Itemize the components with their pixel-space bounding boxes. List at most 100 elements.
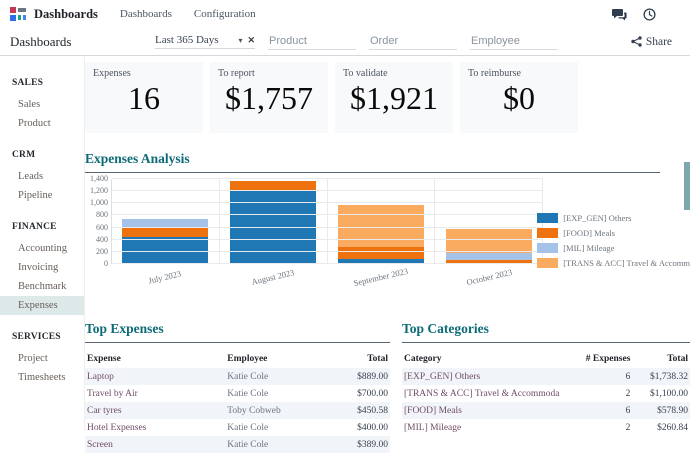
kpi-value: 16: [93, 82, 195, 116]
expense-name-link[interactable]: Travel by Air: [85, 385, 225, 402]
legend-item[interactable]: [FOOD] Meals: [537, 228, 690, 238]
stacked-bar[interactable]: [446, 229, 532, 265]
filter-bar: Last 365 Days ▾ ✕: [155, 28, 558, 55]
y-axis-tick-label: 200: [96, 247, 108, 256]
chart-gridline: 0: [112, 263, 543, 264]
legend-label: [FOOD] Meals: [563, 228, 615, 238]
sidebar-item-product[interactable]: Product: [0, 114, 84, 133]
x-axis-label-text: September 2023: [353, 266, 409, 288]
top-categories-table: Category # Expenses Total [EXP_GEN] Othe…: [402, 350, 690, 436]
sidebar-item-pipeline[interactable]: Pipeline: [0, 186, 84, 205]
chart-gridline: 600: [112, 227, 543, 228]
expense-name-link[interactable]: Laptop: [85, 368, 225, 385]
sidebar-item-timesheets[interactable]: Timesheets: [0, 368, 84, 387]
stacked-bar[interactable]: [122, 219, 208, 264]
col-header-employee[interactable]: Employee: [225, 350, 335, 368]
sidebar-item-sales[interactable]: Sales: [0, 95, 84, 114]
legend-swatch: [537, 213, 558, 223]
date-range-filter[interactable]: Last 365 Days ▾ ✕: [155, 34, 255, 49]
menu-dashboards[interactable]: Dashboards: [120, 8, 172, 20]
legend-item[interactable]: [MIL] Mileage: [537, 243, 690, 253]
category-name-link[interactable]: [EXP_GEN] Others: [402, 368, 569, 385]
kpi-card-expenses[interactable]: Expenses 16: [85, 62, 203, 133]
category-count: 2: [569, 419, 632, 436]
product-filter-input[interactable]: [268, 33, 356, 50]
category-total: $1,100.00: [632, 385, 690, 402]
kpi-card-to-report[interactable]: To report$1,757: [210, 62, 328, 133]
col-header-expense[interactable]: Expense: [85, 350, 225, 368]
expense-name-link[interactable]: Hotel Expenses: [85, 419, 225, 436]
legend-swatch: [537, 228, 558, 238]
top-expenses-title: Top Expenses: [85, 321, 390, 343]
activities-clock-icon[interactable]: [643, 8, 656, 21]
employee-name: Katie Cole: [225, 385, 335, 402]
kpi-card-to-reimburse[interactable]: To reimburse$0: [460, 62, 578, 133]
bar-segment[interactable]: [446, 229, 532, 253]
expense-total: $889.00: [335, 368, 390, 385]
menu-configuration[interactable]: Configuration: [194, 8, 256, 20]
sidebar-item-benchmark[interactable]: Benchmark: [0, 277, 84, 296]
col-header-total[interactable]: Total: [632, 350, 690, 368]
messages-icon[interactable]: [612, 8, 627, 21]
scrollbar-thumb[interactable]: [684, 162, 690, 210]
legend-label: [TRANS & ACC] Travel & Accomm: [563, 258, 690, 268]
y-axis-tick-label: 1,400: [90, 174, 108, 183]
category-name-link[interactable]: [MIL] Mileage: [402, 419, 569, 436]
category-name-link[interactable]: [FOOD] Meals: [402, 402, 569, 419]
kpi-label: To validate: [343, 68, 445, 79]
app-grid-icon[interactable]: [10, 7, 26, 22]
tables-row: Top Expenses Expense Employee Total Lapt…: [85, 321, 690, 453]
control-panel: Dashboards Last 365 Days ▾ ✕ Share: [0, 28, 690, 56]
legend-label: [EXP_GEN] Others: [563, 213, 631, 223]
order-filter-input[interactable]: [369, 33, 457, 50]
employee-name: Katie Cole: [225, 368, 335, 385]
bar-segment[interactable]: [446, 253, 532, 260]
sidebar-item-expenses[interactable]: Expenses: [0, 296, 84, 315]
sidebar-item-invoicing[interactable]: Invoicing: [0, 258, 84, 277]
category-name-link[interactable]: [TRANS & ACC] Travel & Accommoda: [402, 385, 569, 402]
x-axis-label-text: July 2023: [148, 268, 183, 285]
employee-filter-input[interactable]: [470, 33, 558, 50]
sidebar-section-title: CRM: [0, 150, 84, 160]
col-header-total[interactable]: Total: [335, 350, 390, 368]
chart-gridline: 1,200: [112, 190, 543, 191]
chart-gridline: 200: [112, 251, 543, 252]
chart-gridline: 1,000: [112, 202, 543, 203]
app-name[interactable]: Dashboards: [34, 7, 98, 22]
x-axis-label: July 2023: [111, 267, 219, 285]
legend-item[interactable]: [EXP_GEN] Others: [537, 213, 690, 223]
col-header-num-expenses[interactable]: # Expenses: [569, 350, 632, 368]
y-axis-tick-label: 1,200: [90, 186, 108, 195]
legend-item[interactable]: [TRANS & ACC] Travel & Accomm: [537, 258, 690, 268]
kpi-card-to-validate[interactable]: To validate$1,921: [335, 62, 453, 133]
bar-segment[interactable]: [122, 228, 208, 237]
bar-segment[interactable]: [338, 247, 424, 259]
x-axis-label: October 2023: [435, 267, 543, 285]
clear-filter-icon[interactable]: ✕: [247, 35, 255, 46]
y-axis-tick-label: 400: [96, 235, 108, 244]
col-header-category[interactable]: Category: [402, 350, 569, 368]
chevron-down-icon[interactable]: ▾: [238, 36, 242, 45]
sidebar-item-project[interactable]: Project: [0, 349, 84, 368]
kpi-label: Expenses: [93, 68, 195, 79]
x-axis-label: September 2023: [327, 267, 435, 285]
share-button[interactable]: Share: [631, 36, 680, 48]
breadcrumb[interactable]: Dashboards: [10, 34, 71, 50]
expense-name-link[interactable]: Car tyres: [85, 402, 225, 419]
sidebar-item-accounting[interactable]: Accounting: [0, 239, 84, 258]
expense-name-link[interactable]: Screen: [85, 436, 225, 453]
sidebar-item-leads[interactable]: Leads: [0, 167, 84, 186]
